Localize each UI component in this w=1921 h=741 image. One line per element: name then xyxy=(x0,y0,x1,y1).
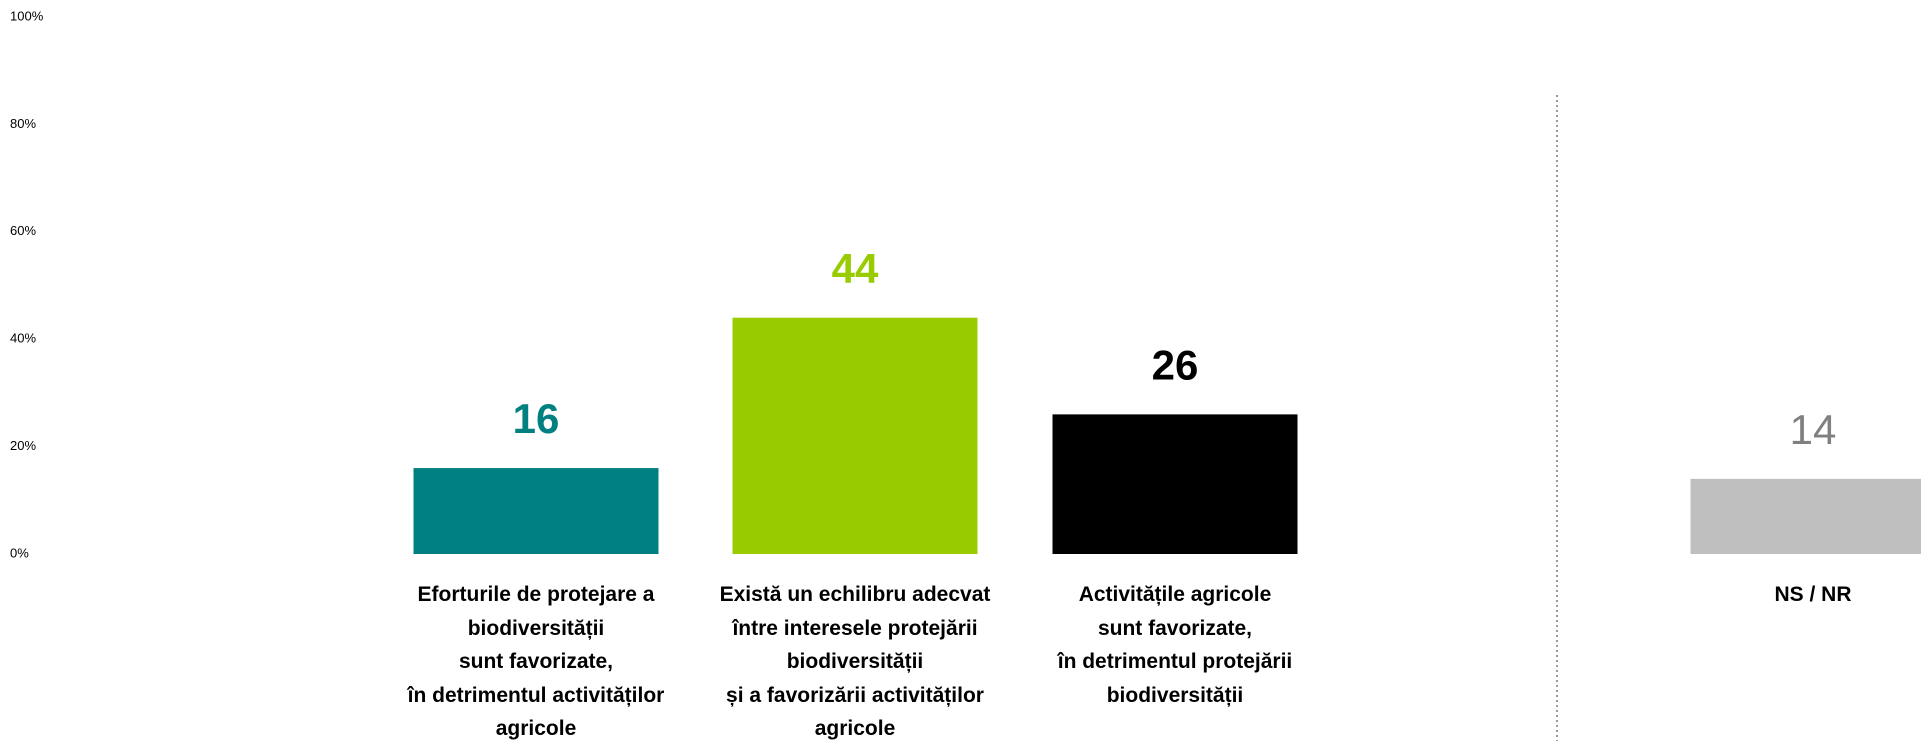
value-label: 16 xyxy=(513,395,560,442)
value-label: 44 xyxy=(832,245,879,292)
category-label: Activitățile agricole sunt favorizate, î… xyxy=(1057,583,1293,707)
y-tick-label: 80% xyxy=(10,116,36,131)
bar xyxy=(1052,414,1298,554)
y-tick-label: 20% xyxy=(10,438,36,453)
category-label: Eforturile de protejare a biodiversități… xyxy=(407,583,665,740)
category-label: Există un echilibru adecvat între intere… xyxy=(719,583,991,740)
y-tick-label: 60% xyxy=(10,223,36,238)
category-label: NS / NR xyxy=(1774,583,1852,606)
y-tick-label: 0% xyxy=(10,545,29,560)
y-tick-label: 100% xyxy=(10,8,44,23)
value-label: 26 xyxy=(1152,341,1199,388)
value-label: 14 xyxy=(1790,406,1837,453)
bar xyxy=(1690,478,1921,554)
bar xyxy=(732,317,978,554)
bar xyxy=(413,468,659,554)
y-tick-label: 40% xyxy=(10,331,36,346)
